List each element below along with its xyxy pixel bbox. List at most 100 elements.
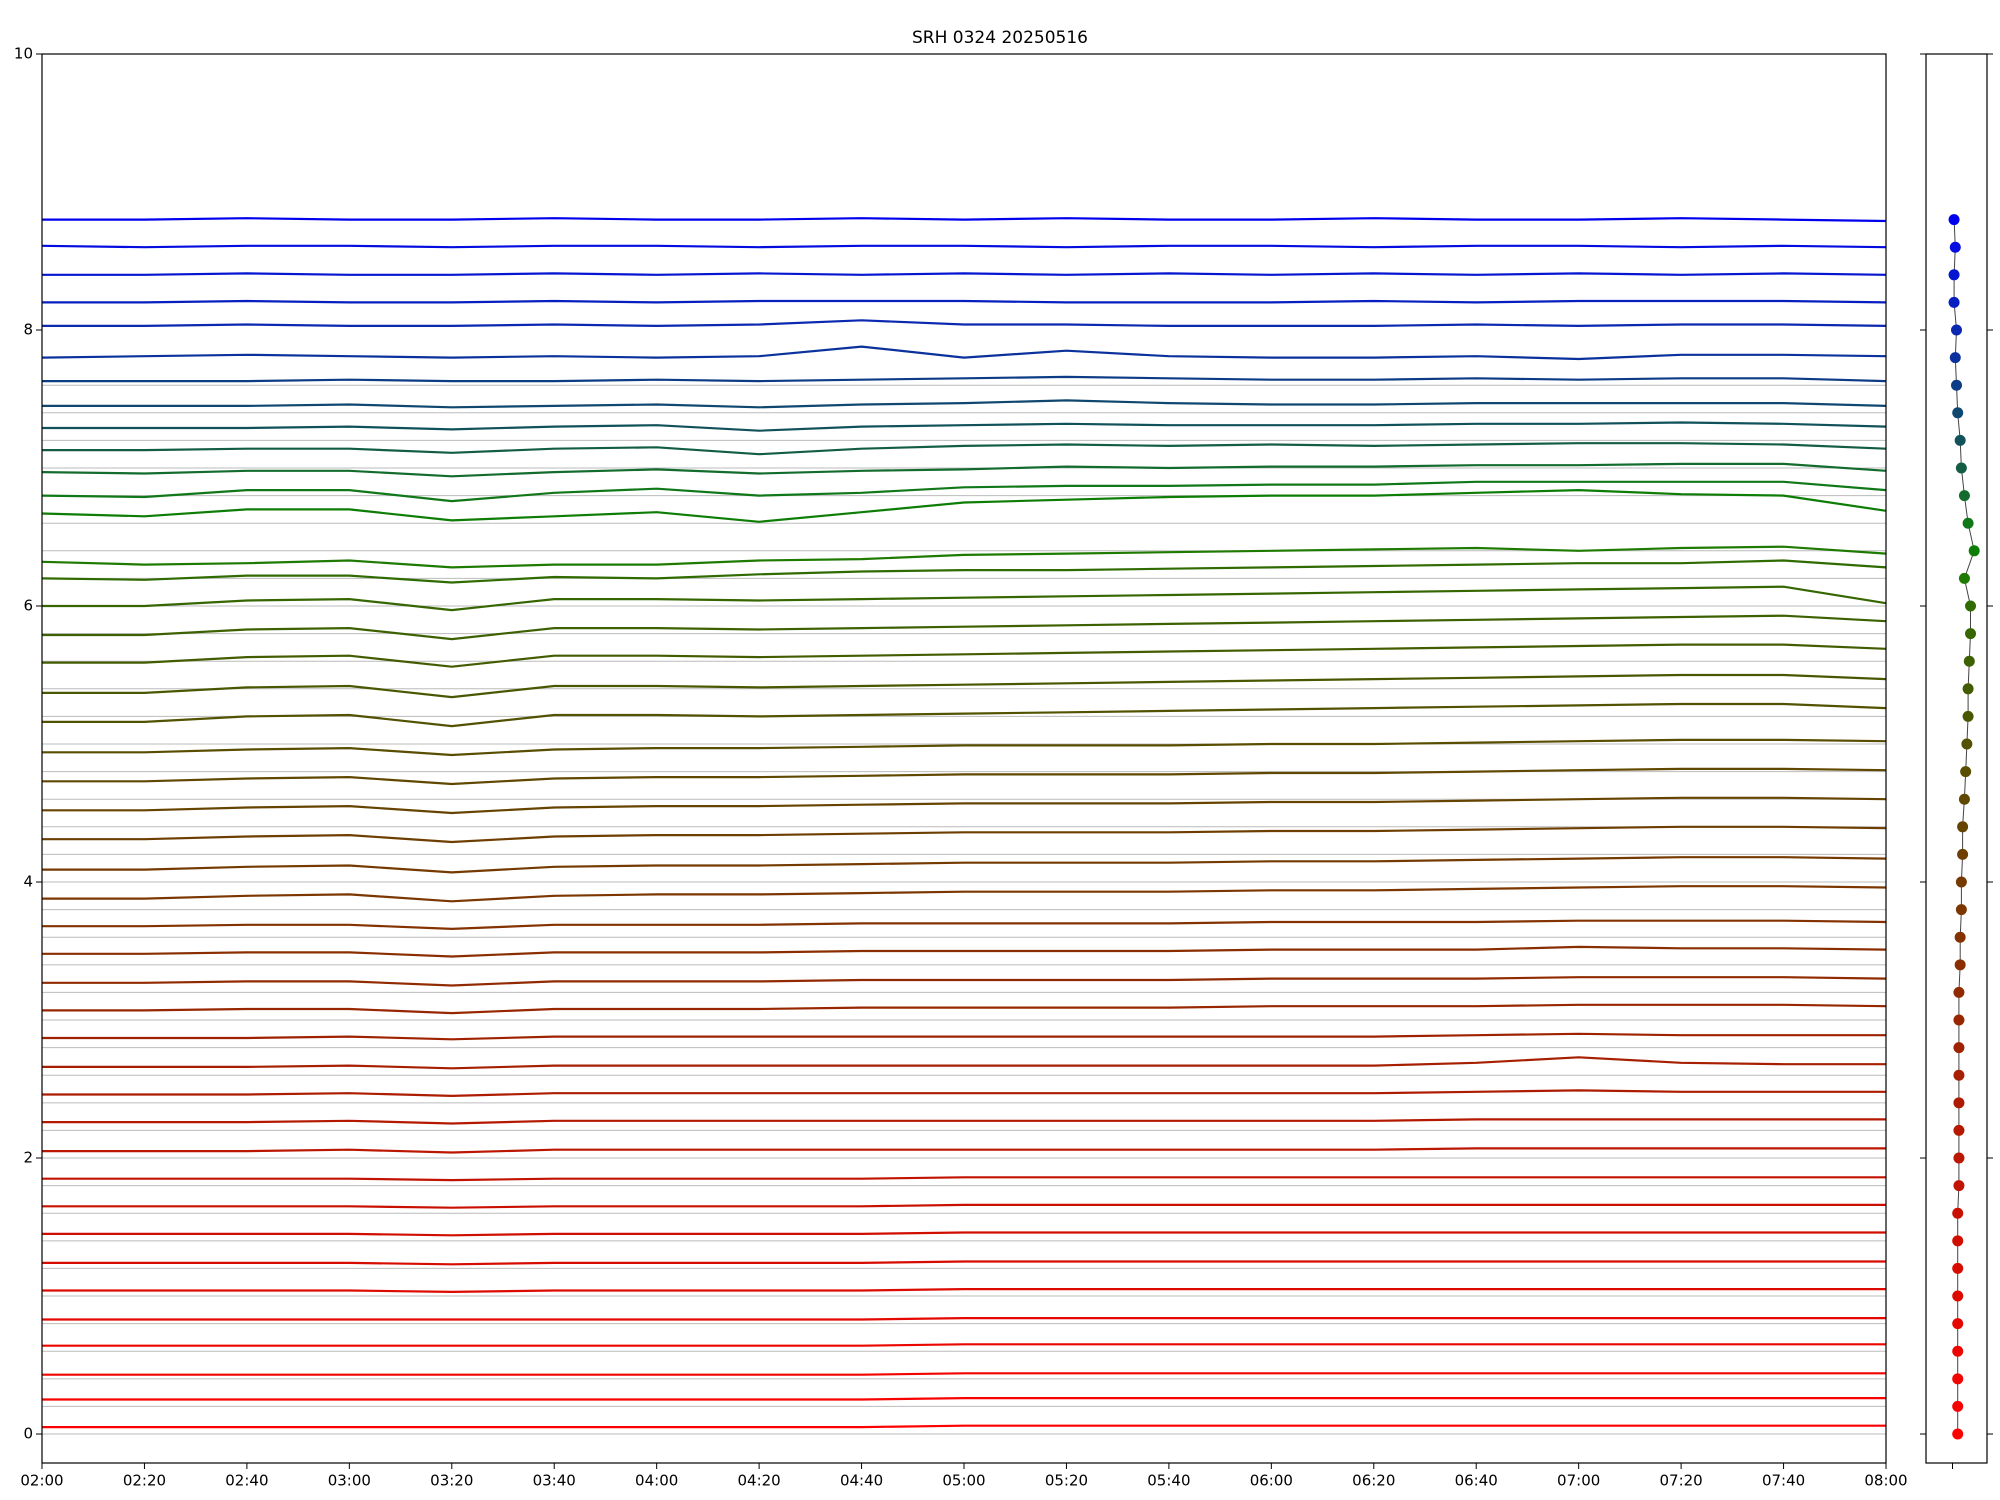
series-line [42,673,1887,699]
x-tick-label: 07:20 [1659,1472,1702,1490]
panel-dot [1954,434,1966,446]
panel-dot [1968,545,1980,557]
series-line [42,767,1887,786]
panel-dot [1952,407,1964,419]
series-line [42,1203,1886,1209]
series-line [42,1147,1886,1154]
panel-dot [1948,214,1960,226]
series-line [41,480,1887,503]
panel-dot [1953,1152,1965,1164]
y-tick-label: 10 [14,45,33,63]
panel-dot [1958,490,1970,502]
panel-dot [1963,655,1975,667]
panel-dot [1955,876,1967,888]
panel-dot [1948,296,1960,308]
y-tick-label: 0 [23,1425,33,1443]
y-tick-label: 4 [23,873,33,891]
series-line [42,299,1887,304]
x-tick-label: 05:00 [942,1472,985,1490]
series-line [42,1260,1886,1266]
panel-dot [1952,1428,1964,1440]
panel-dot [1949,352,1961,364]
series-line [42,885,1887,903]
series-line [42,319,1887,327]
series-line [42,945,1887,958]
series-line [42,796,1887,815]
panel-dot [1958,793,1970,805]
series-line [42,825,1887,844]
series-line [41,244,1887,249]
panel-dot [1961,738,1973,750]
series-line [42,375,1887,383]
panel-dot [1953,1014,1965,1026]
series-line [41,462,1887,478]
series-line [42,976,1887,987]
panel-dot [1962,710,1974,722]
x-tick-label: 05:20 [1045,1472,1088,1490]
series-line [42,1317,1886,1321]
x-tick-label: 02:40 [225,1472,268,1490]
series-line [42,585,1887,612]
panel-dot [1957,848,1969,860]
series-line [41,489,1887,523]
x-tick-label: 07:40 [1762,1472,1805,1490]
series-line [41,345,1887,361]
chart-title: SRH 0324 20250516 [912,28,1088,48]
series-line [42,738,1887,757]
x-tick-label: 08:00 [1864,1472,1907,1490]
panel-dot [1952,1345,1964,1357]
series-line [42,1003,1887,1015]
x-tick-label: 03:00 [328,1472,371,1490]
series-line [42,702,1887,728]
x-tick-label: 02:20 [123,1472,166,1490]
x-tick-label: 04:40 [840,1472,883,1490]
y-tick-label: 2 [23,1149,33,1167]
panel-frame [1925,53,1988,1464]
x-tick-label: 07:00 [1557,1472,1600,1490]
panel-dot [1958,572,1970,584]
y-tick-label: 6 [23,597,33,615]
panel-dot [1952,1373,1964,1385]
series-line [42,1288,1886,1293]
panel-dot [1952,1318,1964,1330]
panel-dot [1965,600,1977,612]
series-line [42,421,1887,432]
series-line [42,217,1887,223]
series-line [42,1231,1886,1237]
x-tick-label: 04:20 [737,1472,780,1490]
panel-dot [1953,1069,1965,1081]
series-line [42,643,1887,668]
x-tick-label: 05:40 [1147,1472,1190,1490]
panel-dot [1952,1235,1964,1247]
y-tick-label: 8 [23,321,33,339]
x-tick-label: 04:00 [635,1472,678,1490]
x-tick-label: 03:20 [430,1472,473,1490]
panel-dot [1949,241,1961,253]
series-line [42,399,1887,409]
series-line [41,559,1887,584]
panel-dot [1955,904,1967,916]
panel-dot [1952,1400,1964,1412]
panel-dot [1955,462,1967,474]
panel-dot [1952,1262,1964,1274]
panel-dot [1951,324,1962,336]
panel-dot [1953,1180,1965,1192]
panel-dot [1953,1124,1965,1136]
series-line [42,1372,1886,1376]
series-line [42,614,1887,641]
panel-dot [1960,766,1972,778]
series-line [42,442,1887,456]
panel-dot [1957,821,1969,833]
x-tick-label: 02:00 [20,1472,63,1490]
series-line [42,1424,1886,1429]
panel-dot [1965,628,1977,640]
panel-dot [1962,517,1974,529]
series-line [42,1176,1886,1182]
series-line [42,272,1887,276]
series-line [42,1089,1886,1097]
panel-dot [1954,931,1966,943]
plot-frame [41,53,1887,1464]
panel-dot [1962,683,1974,695]
panel-dot [1951,379,1962,391]
